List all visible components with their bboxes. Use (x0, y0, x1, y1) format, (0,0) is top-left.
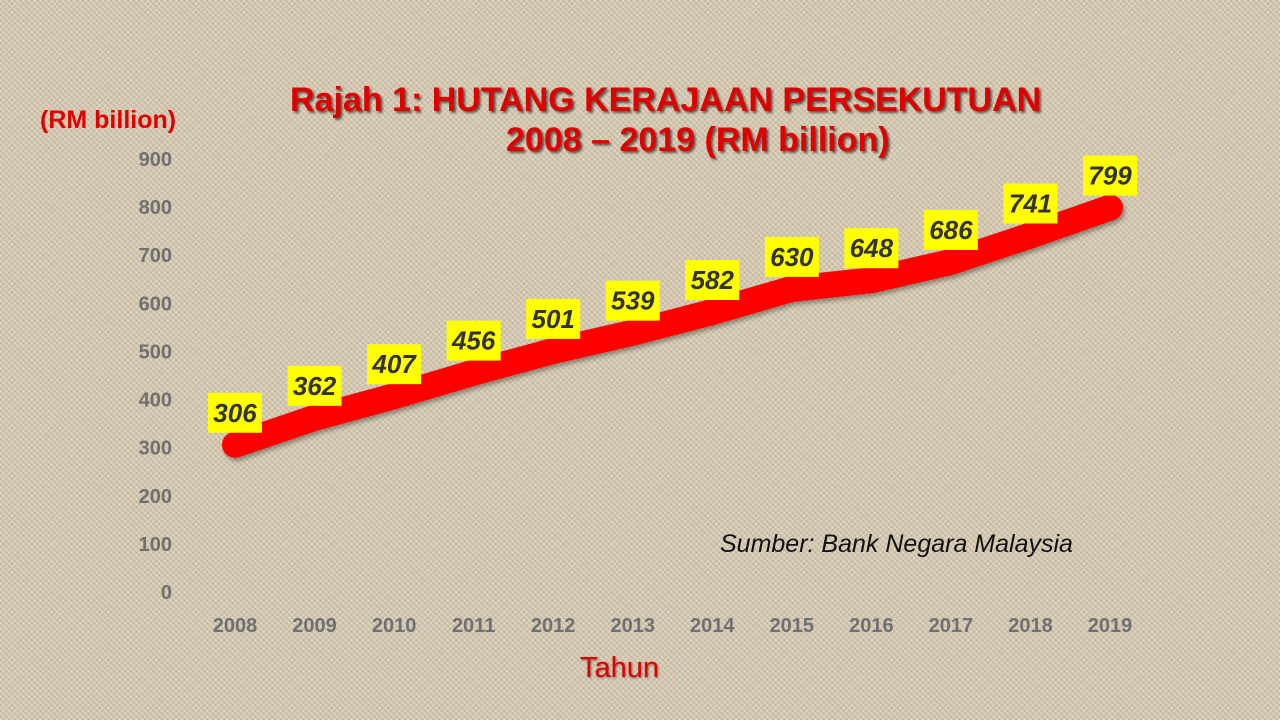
data-label-box (923, 209, 978, 250)
data-point (1026, 231, 1035, 240)
data-label: 501 (531, 304, 574, 334)
x-tick-label: 2017 (929, 615, 974, 637)
y-axis-unit-label: (RM billion) (40, 106, 177, 134)
data-label-box (844, 228, 899, 269)
data-label-box (764, 236, 819, 277)
data-label: 630 (770, 242, 814, 272)
data-label-box (685, 259, 740, 300)
y-tick-label: 0 (161, 582, 172, 604)
data-label-box (526, 298, 581, 339)
chart-title: Rajah 1: HUTANG KERAJAAN PERSEKUTUAN 200… (290, 80, 1090, 160)
y-tick-label: 800 (139, 197, 172, 219)
data-label-box (367, 344, 422, 385)
y-tick-label: 300 (139, 438, 172, 460)
data-label-box (605, 280, 660, 321)
data-point (946, 257, 955, 266)
data-label: 539 (611, 286, 655, 316)
data-point (787, 284, 796, 293)
data-point (1106, 203, 1114, 212)
chart-title-line1: Rajah 1: HUTANG KERAJAAN PERSEKUTUAN (290, 81, 1042, 119)
x-tick-label: 2011 (452, 615, 495, 637)
data-label-box (208, 392, 262, 433)
y-tick-label: 500 (139, 341, 172, 363)
data-label: 407 (371, 349, 417, 379)
series-line (222, 194, 1123, 458)
data-point (390, 392, 399, 401)
source-note: Sumber: Bank Negara Malaysia (720, 530, 1073, 558)
x-tick-label: 2010 (372, 615, 417, 637)
y-tick-label: 100 (139, 534, 172, 556)
data-point (469, 368, 478, 377)
data-label: 686 (929, 215, 973, 245)
x-axis-title: Tahun (580, 652, 660, 684)
chart-title-line2: 2008 – 2019 (RM billion) (506, 121, 890, 159)
x-tick-label: 2015 (770, 615, 815, 637)
data-label: 362 (293, 371, 337, 401)
data-label: 582 (691, 265, 735, 295)
y-tick-label: 200 (139, 486, 172, 508)
x-tick-label: 2016 (849, 615, 894, 637)
y-tick-label: 900 (139, 149, 172, 171)
x-tick-label: 2019 (1088, 615, 1133, 637)
data-point (231, 440, 239, 449)
data-label: 648 (850, 233, 894, 263)
data-label: 799 (1088, 161, 1132, 191)
data-label-box (446, 320, 501, 361)
data-point (867, 276, 876, 285)
y-tick-label: 700 (139, 245, 172, 267)
data-label: 306 (213, 398, 257, 428)
data-label-box (1003, 183, 1058, 224)
data-label-box (1083, 155, 1137, 196)
data-label: 741 (1009, 188, 1052, 218)
data-point (549, 346, 558, 355)
x-tick-label: 2012 (531, 615, 576, 637)
x-tick-label: 2013 (610, 615, 655, 637)
x-tick-label: 2018 (1008, 615, 1053, 637)
x-tick-label: 2008 (213, 615, 258, 637)
data-point (708, 307, 717, 316)
y-tick-label: 400 (139, 390, 172, 412)
data-point (628, 328, 637, 337)
x-tick-label: 2014 (690, 615, 735, 637)
y-tick-label: 600 (139, 293, 172, 315)
data-label: 456 (451, 326, 496, 356)
x-tick-label: 2009 (292, 615, 337, 637)
data-label-box (287, 365, 342, 406)
data-point (310, 413, 319, 422)
